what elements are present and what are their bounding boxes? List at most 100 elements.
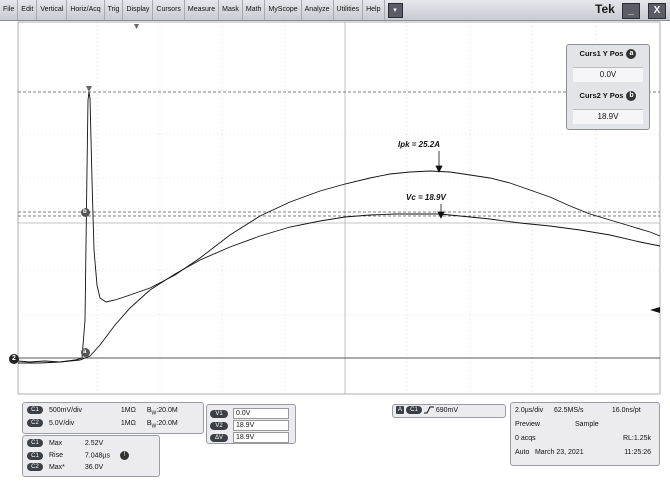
- channel-2-ground-marker[interactable]: [9, 354, 19, 364]
- close-button[interactable]: X: [648, 3, 666, 19]
- measurement-channel-badge: C1: [27, 439, 43, 447]
- menu-cursors[interactable]: Cursors: [153, 0, 185, 20]
- menu-vertical[interactable]: Vertical: [37, 0, 68, 20]
- measurements-panel[interactable]: C1 Max 2.52V C1 Rise 7.048µs ! C2 Max* 3…: [22, 435, 160, 477]
- menu-analyze[interactable]: Analyze: [302, 0, 334, 20]
- graticule-svg: [9, 21, 661, 395]
- status-area: C1 500mV/div 1MΩ BW:20.0M C2 5.0V/div 1M…: [0, 397, 670, 490]
- cursor-2-label: Curs2 Y Pos b: [567, 91, 649, 102]
- cursor-a-label: a: [83, 349, 87, 355]
- sample-mode: Sample: [574, 421, 599, 428]
- cursor-value: 0.0V: [232, 408, 289, 419]
- cursor-1-label: Curs1 Y Pos a: [567, 49, 649, 60]
- channel-2-impedance: 1MΩ: [120, 419, 136, 427]
- menu-display[interactable]: Display: [123, 0, 154, 20]
- trigger-position-marker[interactable]: [134, 24, 139, 29]
- measurement-row[interactable]: C2 Max* 36.0V: [27, 463, 103, 471]
- measurement-name: Max*: [48, 463, 65, 471]
- channel-settings-panel[interactable]: C1 500mV/div 1MΩ BW:20.0M C2 5.0V/div 1M…: [22, 402, 204, 434]
- current-waveform: [17, 91, 661, 363]
- measurement-value: 7.048µs: [84, 452, 110, 460]
- cursor-1-value: 0.0V: [573, 67, 643, 82]
- channel-2-row[interactable]: C2 5.0V/div 1MΩ BW:20.0M: [27, 419, 178, 429]
- voltage-waveform: [18, 213, 661, 364]
- trigger-mode: Auto: [515, 449, 530, 456]
- voltage-arrow: [437, 204, 445, 219]
- minimize-button[interactable]: _: [622, 3, 640, 19]
- sample-rate: 62.5MS/s: [553, 407, 584, 414]
- cursor-value-row: V1 0.0V: [210, 408, 289, 419]
- channel-1-row[interactable]: C1 500mV/div 1MΩ BW:20.0M: [27, 406, 178, 416]
- acquisition-count: 0 acqs: [515, 435, 536, 442]
- timebase-row: 2.0µs/div 62.5MS/s 16.0ns/pt: [515, 407, 641, 414]
- record-length: RL:1.25k: [622, 435, 651, 442]
- menu-file[interactable]: File: [0, 0, 19, 20]
- mode-row: Preview Sample: [515, 421, 599, 428]
- measurement-value: 36.0V: [84, 463, 104, 471]
- cursor-b-label: b: [83, 209, 87, 215]
- peak-marker: [86, 86, 92, 92]
- bw-prefix: B: [146, 406, 152, 414]
- acqs-row: 0 acqs RL:1.25k: [515, 435, 655, 442]
- menu-measure[interactable]: Measure: [185, 0, 220, 20]
- peak-current-annotation: Ipk = 25.2A: [398, 140, 441, 149]
- bw-prefix-2: B: [146, 419, 152, 427]
- trigger-level-marker[interactable]: [650, 307, 660, 313]
- cursor-value: 18.9V: [232, 432, 289, 443]
- cursor-b-badge: b: [626, 91, 637, 102]
- trigger-mode-badge: A: [396, 406, 404, 414]
- channel-1-badge: C1: [27, 406, 43, 414]
- resolution: 16.0ns/pt: [611, 407, 641, 414]
- menu-edit[interactable]: Edit: [18, 0, 38, 20]
- cursor-value-badge: V1: [210, 409, 228, 418]
- waveform-display[interactable]: b a 2 Ipk = 25.2A Vc = 18.9V: [0, 20, 670, 397]
- center-axes: [18, 22, 660, 394]
- menu-bar: File Edit Vertical Horiz/Acq Trig Display Curs…: [0, 0, 670, 21]
- warning-icon[interactable]: !: [119, 451, 129, 460]
- bw-sub: W: [151, 410, 157, 417]
- measurement-name: Max: [48, 439, 63, 447]
- trigger-panel[interactable]: A C1 690mV: [392, 404, 506, 418]
- channel-2-badge: C2: [27, 419, 43, 427]
- datetime-row: Auto March 23, 2021 11:25:26: [515, 449, 655, 456]
- channel-1-impedance: 1MΩ: [120, 406, 136, 414]
- channel-1-bandwidth: BW:20.0M: [146, 406, 178, 417]
- channel-1-scale: 500mV/div: [48, 406, 83, 414]
- rising-edge-icon: [423, 406, 434, 414]
- acquisition-panel[interactable]: 2.0µs/div 62.5MS/s 16.0ns/pt Preview Sam…: [510, 402, 660, 466]
- cursor-readout-panel[interactable]: Curs1 Y Pos a 0.0V Curs2 Y Pos b 18.9V: [566, 44, 650, 130]
- channel-2-ground-label: 2: [12, 355, 16, 362]
- cursor-values-panel[interactable]: V1 0.0V V2 18.9V ΔV 18.9V: [206, 404, 296, 444]
- measurement-channel-badge: C1: [27, 451, 43, 460]
- measurement-name: Rise: [48, 452, 63, 460]
- menu-horiz-acq[interactable]: Horiz/Acq: [67, 0, 105, 20]
- time: 11:25:26: [624, 449, 651, 456]
- trigger-row: A C1 690mV: [396, 406, 458, 414]
- cursor-value-row: V2 18.9V: [210, 420, 289, 431]
- menu-math[interactable]: Math: [243, 0, 266, 20]
- measurement-row[interactable]: C1 Max 2.52V: [27, 439, 103, 447]
- grid-lines: [18, 22, 660, 394]
- chevron-down-icon[interactable]: ▾: [387, 2, 403, 18]
- trigger-channel-badge: C1: [405, 406, 422, 414]
- cursor-2-value: 18.9V: [573, 109, 643, 124]
- capacitor-voltage-annotation: Vc = 18.9V: [406, 193, 446, 202]
- menu-mask[interactable]: Mask: [219, 0, 243, 20]
- cursor-b-marker[interactable]: [81, 208, 90, 217]
- graticule-border: [17, 21, 661, 395]
- measurement-value: 2.52V: [84, 439, 104, 447]
- menu-trig[interactable]: Trig: [105, 0, 124, 20]
- menu-help[interactable]: Help: [363, 0, 385, 20]
- menu-utilities[interactable]: Utilities: [334, 0, 364, 20]
- current-peak-arrow: [435, 151, 443, 173]
- menu-myscope[interactable]: MyScope: [265, 0, 302, 20]
- cursor-a-marker[interactable]: [81, 348, 90, 357]
- cursor-value-badge: ΔV: [210, 433, 228, 442]
- timebase: 2.0µs/div: [515, 407, 544, 414]
- cursor-value-badge: V2: [210, 421, 228, 430]
- measurement-row[interactable]: C1 Rise 7.048µs !: [27, 451, 129, 460]
- bw-sub-2: W: [151, 423, 157, 430]
- cursor-value-row: ΔV 18.9V: [210, 432, 289, 443]
- trigger-level: 690mV: [435, 406, 459, 414]
- cursor-a-badge: a: [626, 49, 637, 60]
